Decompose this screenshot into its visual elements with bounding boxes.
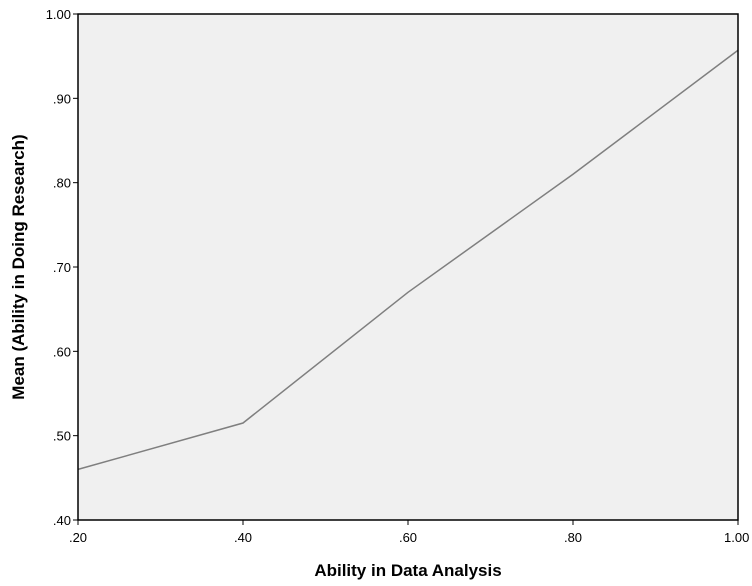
y-tick-label: .60 (53, 344, 71, 359)
y-tick-label: .90 (53, 91, 71, 106)
x-axis: .20 .40 .60 .80 1.00 (69, 520, 749, 545)
y-tick-label: .50 (53, 429, 71, 444)
y-axis: .40 .50 .60 .70 .80 .90 1.00 (46, 7, 78, 528)
series-line (77, 49, 739, 471)
y-tick-label: .80 (53, 176, 71, 191)
x-tick-label: .40 (234, 530, 252, 545)
y-tick-label: 1.00 (46, 7, 71, 22)
y-tick-label: .70 (53, 260, 71, 275)
plot-frame (77, 13, 739, 521)
x-tick-label: .80 (564, 530, 582, 545)
y-axis-title: Mean (Ability in Doing Research) (9, 134, 28, 399)
x-axis-title: Ability in Data Analysis (314, 561, 501, 580)
y-tick-label: .40 (53, 513, 71, 528)
x-tick-label: 1.00 (724, 530, 749, 545)
x-tick-label: .60 (399, 530, 417, 545)
x-tick-label: .20 (69, 530, 87, 545)
plot-area (78, 14, 738, 520)
